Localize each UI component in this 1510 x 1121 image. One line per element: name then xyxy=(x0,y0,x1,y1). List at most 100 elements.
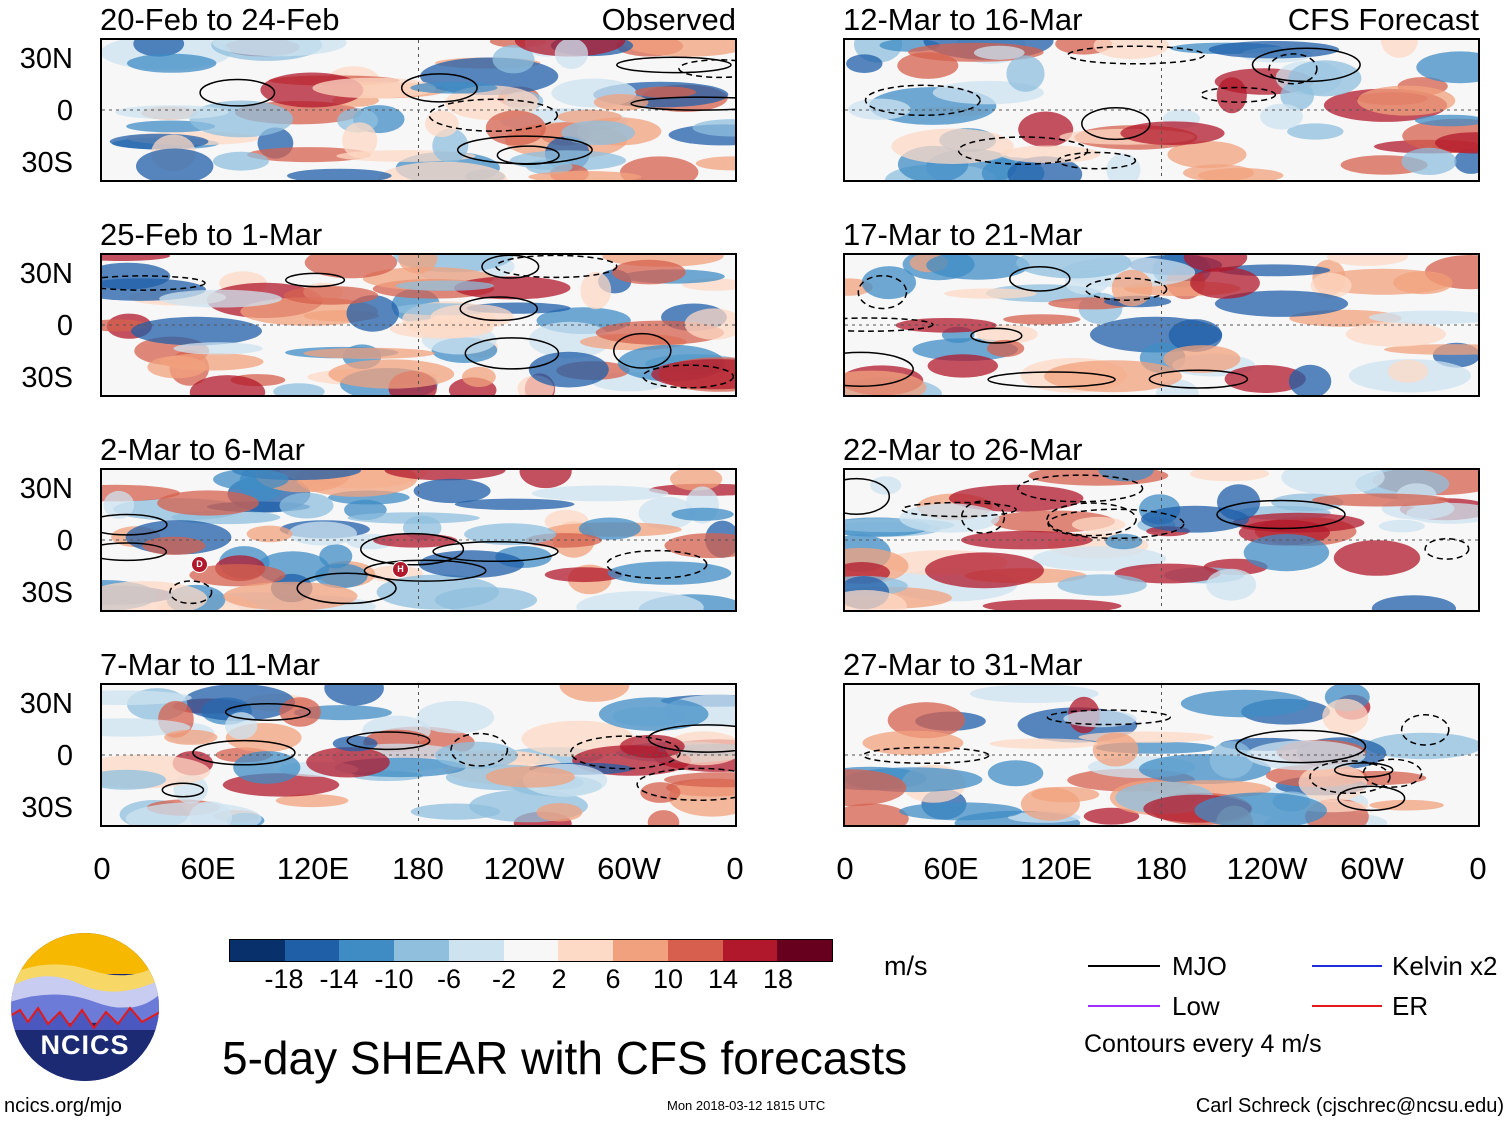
colorbar-swatch xyxy=(339,940,395,961)
map-panel-fc-2 xyxy=(843,253,1480,397)
shear-blob xyxy=(1260,103,1303,130)
legend-line-kelvin xyxy=(1312,965,1382,967)
mjo-contour xyxy=(642,364,735,389)
shear-blob xyxy=(102,769,166,790)
colorbar-label: 14 xyxy=(707,964,739,994)
shear-blob xyxy=(378,161,508,180)
panel-title-fc-2: 17-Mar to 21-Mar xyxy=(843,217,1083,252)
mjo-contour xyxy=(862,746,990,765)
shear-blob xyxy=(593,94,649,111)
shear-blob xyxy=(1401,147,1457,175)
shear-blob xyxy=(1288,364,1332,395)
shear-blob xyxy=(987,760,1044,787)
shear-blob xyxy=(846,54,883,73)
shear-blob xyxy=(1194,792,1327,825)
x-tick: 60W xyxy=(597,851,661,886)
panel-title-fc-1: 12-Mar to 16-Mar xyxy=(843,2,1083,37)
shear-blob xyxy=(125,802,262,825)
shear-blob xyxy=(287,168,392,180)
mjo-contour xyxy=(1216,499,1346,530)
footer-link[interactable]: ncics.org/mjo xyxy=(4,1095,122,1117)
shear-blob xyxy=(462,366,496,387)
footer-author: Carl Schreck (cjschrec@ncsu.edu) xyxy=(1195,1095,1504,1117)
shear-blob xyxy=(384,470,506,481)
mjo-contour xyxy=(102,513,168,536)
x-tick: 60E xyxy=(180,851,236,886)
shear-blob xyxy=(182,685,296,721)
shear-blob xyxy=(1183,164,1254,180)
mjo-contour xyxy=(481,255,540,279)
shear-blob xyxy=(976,324,1038,344)
mjo-contour xyxy=(616,56,732,74)
shear-blob xyxy=(1020,787,1080,821)
mjo-contour xyxy=(450,732,509,767)
shear-blob xyxy=(1032,546,1167,571)
panel-title-obs-3: 2-Mar to 6-Mar xyxy=(100,432,305,467)
shear-blob xyxy=(1190,267,1260,299)
colorbar-swatch xyxy=(558,940,614,961)
x-tick: 120W xyxy=(483,851,565,886)
shear-blob xyxy=(275,794,349,808)
shear-blob xyxy=(664,533,735,559)
shear-blob xyxy=(131,316,262,346)
x-tick: 0 xyxy=(836,851,854,886)
shear-blob xyxy=(1345,321,1446,347)
shear-blob xyxy=(528,351,609,388)
mjo-contour xyxy=(1268,53,1318,85)
shear-blob xyxy=(1333,540,1421,576)
shear-blob xyxy=(247,147,371,163)
shear-blob xyxy=(961,530,1093,550)
shear-blob xyxy=(346,295,399,332)
mjo-contour xyxy=(845,317,934,332)
shear-blob xyxy=(554,40,589,69)
shear-blob xyxy=(695,156,735,171)
panel-title-obs-1: 20-Feb to 24-Feb xyxy=(100,2,340,37)
y-tick-30s: 30S xyxy=(21,792,73,824)
shear-blob xyxy=(887,702,965,739)
map-panel-obs-2 xyxy=(100,253,737,397)
shear-blob xyxy=(1393,271,1453,295)
mjo-contour xyxy=(102,542,168,562)
shear-blob xyxy=(102,690,192,705)
mjo-contour xyxy=(970,327,1023,344)
y-tick-30s: 30S xyxy=(21,362,73,394)
shear-blob xyxy=(1310,273,1352,299)
colorbar-swatch xyxy=(394,940,449,961)
shear-blob xyxy=(315,563,368,589)
mjo-contour xyxy=(845,351,914,387)
colorbar-swatch xyxy=(667,940,723,961)
shear-blob xyxy=(454,276,571,300)
y-tick-30n: 30N xyxy=(19,258,73,290)
shear-blob xyxy=(147,355,207,379)
shear-blob xyxy=(434,587,538,610)
observed-label: Observed xyxy=(601,2,736,37)
y-tick-30s: 30S xyxy=(21,577,73,609)
shear-blob xyxy=(454,498,575,510)
shear-blob xyxy=(899,802,1022,821)
mjo-contour xyxy=(464,337,560,370)
shear-field xyxy=(845,470,1478,610)
x-tick: 120E xyxy=(276,851,350,886)
mjo-contour xyxy=(857,274,908,310)
shear-blob xyxy=(1454,148,1478,174)
shear-blob xyxy=(620,156,699,180)
mjo-contour xyxy=(102,275,206,291)
mjo-contour xyxy=(1046,502,1137,537)
shear-blob xyxy=(1298,763,1367,802)
shear-blob xyxy=(861,266,916,300)
shear-blob xyxy=(213,470,289,491)
shear-blob xyxy=(342,122,378,159)
shear-blob xyxy=(1371,595,1456,610)
mjo-contour xyxy=(613,332,672,369)
y-tick-0: 0 xyxy=(56,525,73,557)
chart-title: 5-day SHEAR with CFS forecasts xyxy=(222,1032,908,1084)
shear-blob xyxy=(1120,121,1225,145)
shear-blob xyxy=(927,354,998,378)
shear-blob xyxy=(319,544,353,569)
shear-blob xyxy=(989,738,1098,749)
colorbar-label: 6 xyxy=(605,964,621,994)
x-tick: 120E xyxy=(1019,851,1093,886)
mjo-contour xyxy=(569,735,681,770)
shear-blob xyxy=(870,476,902,495)
mjo-contour xyxy=(363,559,487,582)
